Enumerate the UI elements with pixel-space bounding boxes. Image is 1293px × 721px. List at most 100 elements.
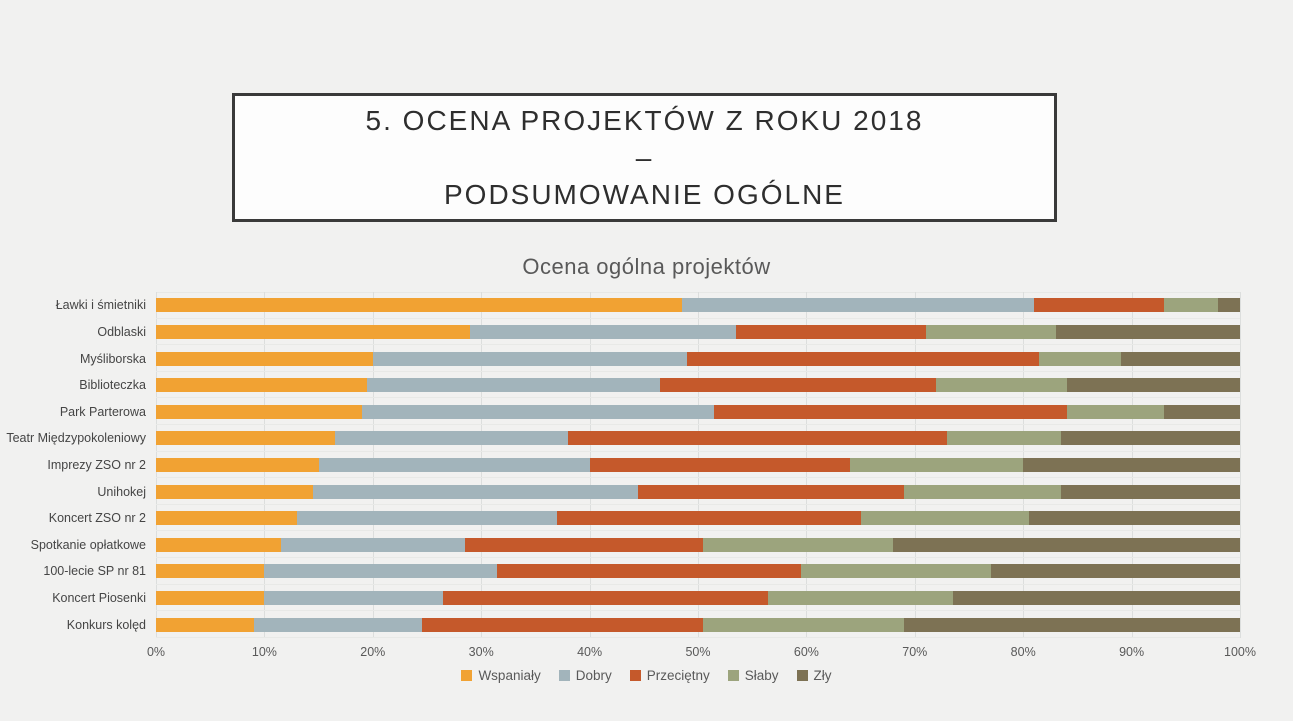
bar-segment-przeciętny bbox=[497, 564, 801, 579]
legend-swatch bbox=[461, 670, 473, 681]
bar-segment-dobry bbox=[264, 591, 444, 605]
x-tick-label: 0% bbox=[146, 645, 166, 659]
bar-segment-przeciętny bbox=[638, 484, 904, 499]
bar-segment-zły bbox=[893, 537, 1240, 552]
x-tick-label: 90% bbox=[1119, 645, 1145, 659]
legend-label: Przeciętny bbox=[646, 668, 710, 683]
stacked-bar bbox=[156, 511, 1240, 526]
category-label: Koncert ZSO nr 2 bbox=[48, 511, 146, 526]
slide-title-line-2: PODSUMOWANIE OGÓLNE bbox=[443, 179, 845, 210]
bar-segment-słaby bbox=[936, 378, 1067, 393]
x-tick-label: 20% bbox=[360, 645, 386, 659]
bar-segment-dobry bbox=[681, 298, 1035, 313]
bar-segment-słaby bbox=[903, 484, 1062, 499]
bar-segment-zły bbox=[1023, 457, 1240, 472]
bar-segment-dobry bbox=[313, 484, 639, 499]
bar-segment-słaby bbox=[768, 591, 953, 605]
bar-segment-dobry bbox=[296, 511, 558, 526]
bar-segment-wspaniały bbox=[156, 564, 265, 579]
stacked-bar bbox=[156, 431, 1240, 446]
plot-area bbox=[156, 292, 1241, 638]
bar-segment-dobry bbox=[280, 537, 465, 552]
bar-segment-wspaniały bbox=[156, 484, 314, 499]
stacked-bar bbox=[156, 378, 1240, 393]
bar-segment-przeciętny bbox=[735, 324, 926, 339]
legend-item: Zły bbox=[796, 668, 832, 683]
legend-swatch bbox=[796, 670, 808, 681]
x-tick-label: 10% bbox=[251, 645, 277, 659]
category-label: Odblaski bbox=[97, 324, 146, 339]
bar-row bbox=[156, 611, 1240, 638]
legend-item: Dobry bbox=[558, 668, 612, 683]
bar-segment-słaby bbox=[1039, 351, 1121, 366]
bar-segment-słaby bbox=[1066, 404, 1165, 419]
bar-segment-wspaniały bbox=[156, 591, 265, 605]
bar-segment-przeciętny bbox=[443, 591, 769, 605]
bar-segment-wspaniały bbox=[156, 457, 319, 472]
bar-segment-przeciętny bbox=[589, 457, 850, 472]
category-label: 100-lecie SP nr 81 bbox=[43, 564, 146, 579]
bar-row bbox=[156, 292, 1240, 319]
bar-segment-słaby bbox=[925, 324, 1056, 339]
bar-segment-wspaniały bbox=[156, 404, 362, 419]
bar-segment-słaby bbox=[849, 457, 1024, 472]
value-axis: 0% 10% 20% 30% 40% 50% 60% 70% 80% 90% 100% bbox=[147, 645, 1256, 661]
category-label: Spotkanie opłatkowe bbox=[30, 537, 146, 552]
bar-segment-zły bbox=[1028, 511, 1240, 526]
bar-segment-dobry bbox=[470, 324, 736, 339]
x-tick-label: 60% bbox=[793, 645, 819, 659]
bar-segment-zły bbox=[1120, 351, 1240, 366]
slide-title-dash: – bbox=[635, 142, 654, 173]
bar-segment-słaby bbox=[800, 564, 991, 579]
bar-segment-przeciętny bbox=[567, 431, 948, 446]
x-tick-label: 50% bbox=[685, 645, 711, 659]
category-label: Unihokej bbox=[97, 484, 146, 499]
bar-segment-zły bbox=[1061, 431, 1240, 446]
x-tick-label: 100% bbox=[1224, 645, 1256, 659]
bar-row bbox=[156, 558, 1240, 585]
bar-segment-przeciętny bbox=[714, 404, 1067, 419]
bar-segment-zły bbox=[990, 564, 1240, 579]
legend-item: Wspaniały bbox=[461, 668, 541, 683]
bar-segment-zły bbox=[903, 617, 1240, 632]
legend: Wspaniały Dobry Przeciętny Słaby Zły bbox=[0, 668, 1293, 683]
legend-label: Wspaniały bbox=[478, 668, 541, 683]
stacked-bar bbox=[156, 617, 1240, 632]
chart-title: Ocena ogólna projektów bbox=[522, 254, 771, 279]
legend-swatch bbox=[727, 670, 739, 681]
bar-segment-zły bbox=[1066, 378, 1240, 393]
bar-segment-przeciętny bbox=[421, 617, 704, 632]
bar-row bbox=[156, 505, 1240, 532]
bar-row bbox=[156, 452, 1240, 479]
category-label: Ławki i śmietniki bbox=[55, 298, 146, 313]
category-label: Konkurs kolęd bbox=[66, 617, 146, 632]
bar-segment-słaby bbox=[860, 511, 1029, 526]
stacked-bar bbox=[156, 457, 1240, 472]
legend-label: Słaby bbox=[744, 668, 779, 683]
legend-item: Przeciętny bbox=[629, 668, 710, 683]
bar-segment-słaby bbox=[703, 537, 894, 552]
bar-row bbox=[156, 345, 1240, 372]
slide-title-line-1: 5. OCENA PROJEKTÓW Z ROKU 2018 bbox=[365, 105, 924, 136]
category-label: Park Parterowa bbox=[59, 404, 146, 419]
bar-row bbox=[156, 319, 1240, 346]
bar-segment-przeciętny bbox=[660, 378, 937, 393]
stacked-bar bbox=[156, 591, 1240, 605]
bar-segment-wspaniały bbox=[156, 511, 297, 526]
bar-segment-dobry bbox=[372, 351, 688, 366]
bar-segment-słaby bbox=[1164, 298, 1219, 313]
bar-segment-przeciętny bbox=[464, 537, 704, 552]
bar-segment-dobry bbox=[334, 431, 568, 446]
stacked-bar bbox=[156, 324, 1240, 339]
bar-segment-wspaniały bbox=[156, 378, 368, 393]
legend-label: Dobry bbox=[575, 668, 612, 683]
bar-row bbox=[156, 478, 1240, 505]
bar-segment-przeciętny bbox=[1034, 298, 1165, 313]
category-label: Teatr Międzypokoleniowy bbox=[6, 431, 146, 446]
bar-segment-słaby bbox=[947, 431, 1062, 446]
legend-label: Zły bbox=[813, 668, 832, 683]
bar-segment-dobry bbox=[253, 617, 422, 632]
category-label: Koncert Piosenki bbox=[52, 591, 146, 605]
bar-row bbox=[156, 398, 1240, 425]
